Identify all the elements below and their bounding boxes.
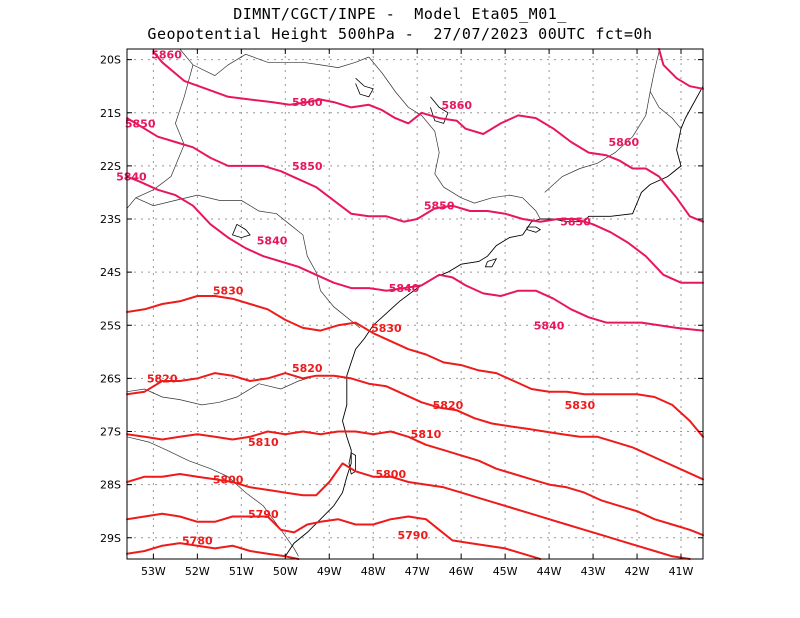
contour-label-5820: 5820	[292, 362, 323, 375]
state-border	[135, 194, 361, 329]
contour-5820	[126, 372, 704, 481]
lake	[355, 77, 374, 98]
coastline-path	[284, 85, 704, 557]
lake	[231, 223, 251, 239]
contour-label-5790: 5790	[397, 529, 428, 542]
contour-label-5830: 5830	[371, 322, 402, 335]
contour-label-5800: 5800	[376, 468, 407, 481]
lat-tick-label: 25S	[100, 319, 121, 332]
contour-label-5810: 5810	[411, 428, 442, 441]
lat-tick-label: 24S	[100, 266, 121, 279]
contour-label-5840: 5840	[389, 282, 420, 295]
contour-5790	[126, 512, 542, 560]
contour-labels: 5860 5860 5860 5860 5850 5850 5850 5850 5840 5840…	[116, 48, 639, 547]
lon-tick-label: 49W	[317, 565, 342, 578]
contour-5810	[126, 430, 704, 537]
contour-label-5850: 5850	[560, 216, 591, 229]
contour-label-5830: 5830	[213, 285, 244, 298]
lon-tick-label: 43W	[581, 565, 606, 578]
lon-tick-label: 41W	[669, 565, 694, 578]
map-frame	[126, 48, 704, 560]
contour-label-5830: 5830	[565, 399, 596, 412]
lat-tick-label: 29S	[100, 532, 121, 545]
island	[348, 452, 356, 475]
lat-tick-label: 22S	[100, 160, 121, 173]
contour-label-5840: 5840	[257, 234, 288, 247]
contour-5830	[126, 295, 704, 438]
axis-ticks: 53W 52W 51W 50W 49W 48W 47W 46W 45W 44W 43W 42W 41W 2…	[100, 49, 703, 578]
contour-label-5820: 5820	[147, 372, 178, 385]
contour-label-5800: 5800	[213, 473, 244, 486]
state-border	[126, 436, 299, 557]
contour-label-5860: 5860	[151, 48, 182, 61]
lat-tick-label: 28S	[100, 479, 121, 492]
contour-label-5860: 5860	[441, 99, 472, 112]
state-border	[179, 48, 369, 77]
lon-tick-label: 50W	[273, 565, 298, 578]
lon-tick-label: 48W	[361, 565, 386, 578]
lat-tick-label: 26S	[100, 372, 121, 385]
lon-tick-label: 45W	[493, 565, 518, 578]
state-border	[649, 91, 682, 129]
state-border	[544, 51, 660, 193]
contour-label-5790: 5790	[248, 508, 279, 521]
contour-5800	[126, 462, 691, 560]
title-line-1: DIMNT/CGCT/INPE - Model Eta05_M01_	[233, 5, 567, 23]
height-contours	[126, 48, 704, 560]
lat-tick-label: 20S	[100, 54, 121, 67]
lon-tick-label: 47W	[405, 565, 430, 578]
state-borders	[126, 48, 682, 557]
lon-tick-label: 52W	[185, 565, 210, 578]
contour-label-5860: 5860	[609, 136, 640, 149]
contour-label-5860: 5860	[292, 96, 323, 109]
lat-tick-label: 27S	[100, 426, 121, 439]
island	[526, 226, 542, 233]
contour-label-5820: 5820	[433, 399, 464, 412]
lon-tick-label: 44W	[537, 565, 562, 578]
contour-5840	[126, 175, 704, 332]
contour-label-5850: 5850	[292, 160, 323, 173]
state-border	[126, 64, 194, 209]
state-border	[368, 56, 541, 220]
contour-label-5840: 5840	[116, 171, 147, 184]
contour-5860	[658, 48, 704, 90]
lon-tick-label: 42W	[625, 565, 650, 578]
title-line-2: Geopotential Height 500hPa - 27/07/2023 …	[147, 25, 653, 43]
lon-tick-label: 51W	[229, 565, 254, 578]
lat-tick-label: 21S	[100, 107, 121, 120]
contour-label-5810: 5810	[248, 436, 279, 449]
contour-label-5840: 5840	[534, 319, 565, 332]
contour-5860	[152, 50, 704, 223]
contour-5780	[126, 542, 300, 560]
contour-label-5850: 5850	[424, 200, 455, 213]
contour-label-5780: 5780	[182, 534, 213, 547]
island	[484, 258, 498, 268]
lon-tick-label: 53W	[141, 565, 166, 578]
lon-tick-label: 46W	[449, 565, 474, 578]
contour-label-5850: 5850	[125, 117, 156, 130]
contour-5850	[126, 117, 704, 284]
lat-tick-label: 23S	[100, 213, 121, 226]
coastline	[231, 77, 704, 557]
